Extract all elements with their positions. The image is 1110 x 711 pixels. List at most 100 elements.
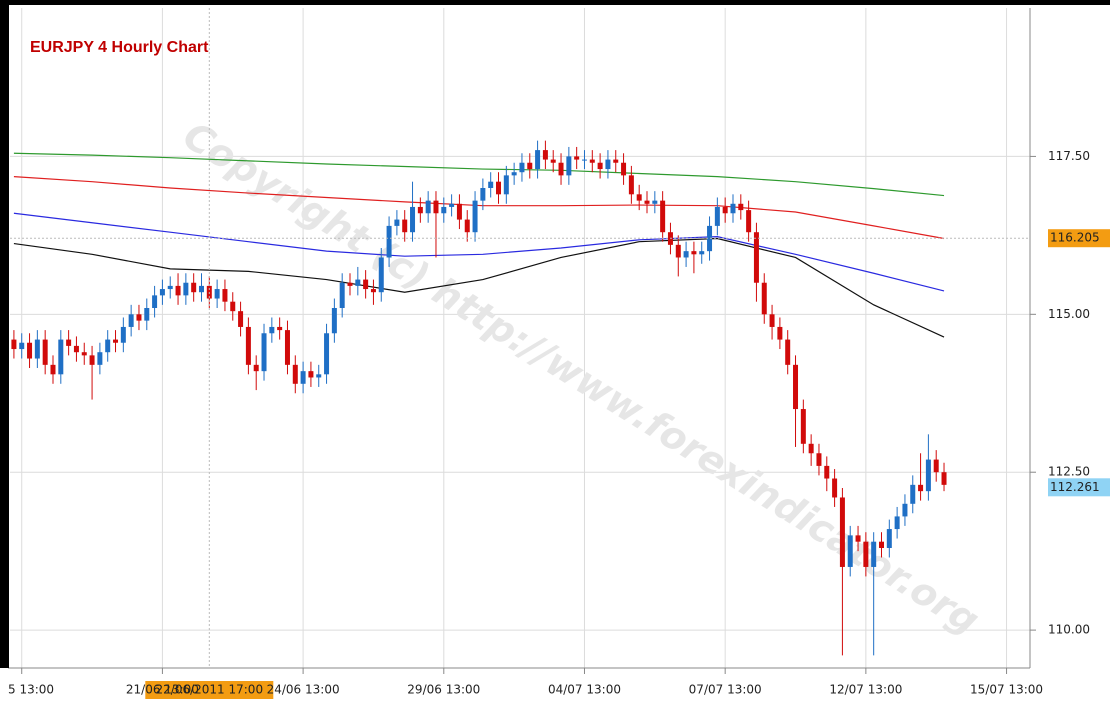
candle-body bbox=[605, 159, 611, 170]
candle-body bbox=[378, 257, 384, 293]
crosshair-y-label: 116.205 bbox=[1050, 231, 1100, 245]
candle-body bbox=[238, 311, 244, 327]
candle-body bbox=[339, 282, 345, 308]
candle-body bbox=[800, 409, 806, 444]
candle-body bbox=[597, 162, 603, 170]
candle-body bbox=[910, 484, 916, 504]
candle-body bbox=[191, 282, 197, 293]
y-tick-label: 117.50 bbox=[1048, 149, 1090, 163]
candle-body bbox=[449, 203, 455, 207]
candle-body bbox=[816, 453, 822, 466]
candle-body bbox=[488, 181, 494, 188]
candle-body bbox=[660, 200, 666, 233]
candle-body bbox=[574, 156, 580, 160]
candle-body bbox=[222, 289, 228, 302]
x-tick-label: 5 13:00 bbox=[8, 683, 54, 697]
candle-body bbox=[808, 443, 814, 454]
candle-body bbox=[691, 251, 697, 255]
x-tick-label: 29/06 13:00 bbox=[407, 683, 480, 697]
candle-body bbox=[925, 459, 931, 492]
candle-body bbox=[27, 342, 33, 359]
candle-body bbox=[370, 289, 376, 293]
candle-body bbox=[777, 326, 783, 340]
candle-body bbox=[152, 295, 158, 308]
candle-body bbox=[300, 371, 306, 384]
candle-body bbox=[261, 333, 267, 372]
candle-body bbox=[277, 326, 283, 331]
candle-body bbox=[120, 326, 126, 343]
candle-body bbox=[441, 206, 447, 214]
candle-body bbox=[699, 251, 705, 255]
candle-body bbox=[316, 374, 322, 378]
candle-body bbox=[824, 465, 830, 479]
candle-body bbox=[89, 355, 95, 365]
candle-body bbox=[714, 206, 720, 226]
candle-body bbox=[97, 352, 103, 365]
candle-body bbox=[793, 364, 799, 410]
candle-body bbox=[394, 219, 400, 226]
candle-body bbox=[105, 339, 111, 353]
candle-body bbox=[855, 535, 861, 542]
candle-body bbox=[550, 159, 556, 163]
candle-body bbox=[683, 251, 689, 258]
candle-body bbox=[535, 150, 541, 170]
candle-body bbox=[425, 200, 431, 214]
x-tick-label: 04/07 13:00 bbox=[548, 683, 621, 697]
candle-body bbox=[542, 150, 548, 160]
last-price-box bbox=[1048, 478, 1110, 497]
x-tick-label: 12/07 13:00 bbox=[829, 683, 902, 697]
candle-body bbox=[863, 541, 869, 567]
candle-body bbox=[628, 175, 634, 195]
candle-body bbox=[144, 308, 150, 321]
candle-body bbox=[753, 232, 759, 283]
overlay-layer: 22/06/2011 17:00 116.205 112.261 bbox=[10, 8, 1110, 699]
candle-body bbox=[214, 289, 220, 299]
candle-body bbox=[386, 225, 392, 258]
moving-average-line bbox=[13, 212, 945, 292]
moving-average-line bbox=[13, 152, 945, 197]
candle-body bbox=[886, 529, 892, 548]
candle-body bbox=[558, 162, 564, 176]
candle-body bbox=[42, 339, 48, 365]
candle-body bbox=[636, 194, 642, 201]
candle-body bbox=[433, 200, 439, 214]
candle-body bbox=[839, 497, 845, 567]
candle-body bbox=[159, 289, 165, 296]
candle-body bbox=[410, 206, 416, 233]
candle-body bbox=[480, 188, 486, 201]
candle-body bbox=[785, 339, 791, 365]
candle-body bbox=[496, 181, 502, 195]
candle-body bbox=[519, 162, 525, 173]
candle-body bbox=[621, 162, 627, 176]
candle-body bbox=[878, 541, 884, 548]
candle-body bbox=[761, 282, 767, 315]
candle-body bbox=[511, 172, 517, 176]
candle-body bbox=[918, 484, 924, 492]
last-price-label: 112.261 bbox=[1050, 480, 1100, 494]
candle-body bbox=[566, 156, 572, 176]
candle-body bbox=[472, 200, 478, 233]
candle-body bbox=[58, 339, 64, 375]
candle-body bbox=[832, 478, 838, 498]
candle-body bbox=[675, 244, 681, 258]
candle-body bbox=[363, 279, 369, 290]
chart-title: EURJPY 4 Hourly Chart bbox=[30, 39, 209, 56]
candle-body bbox=[847, 535, 853, 567]
x-tick-label: 07/07 13:00 bbox=[689, 683, 762, 697]
top-border bbox=[0, 0, 1110, 5]
x-tick-label: 24/06 13:00 bbox=[267, 683, 340, 697]
candle-body bbox=[292, 364, 298, 384]
candle-body bbox=[183, 282, 189, 296]
candle-body bbox=[175, 285, 181, 296]
candle-body bbox=[894, 516, 900, 530]
candle-body bbox=[66, 339, 72, 346]
candle-body bbox=[527, 162, 533, 170]
candle-body bbox=[644, 200, 650, 204]
candle-body bbox=[245, 326, 251, 365]
x-tick-label: 21/06 13:00 bbox=[126, 683, 199, 697]
candle-body bbox=[19, 342, 25, 350]
moving-average-line bbox=[13, 237, 945, 338]
candle-body bbox=[81, 352, 87, 356]
